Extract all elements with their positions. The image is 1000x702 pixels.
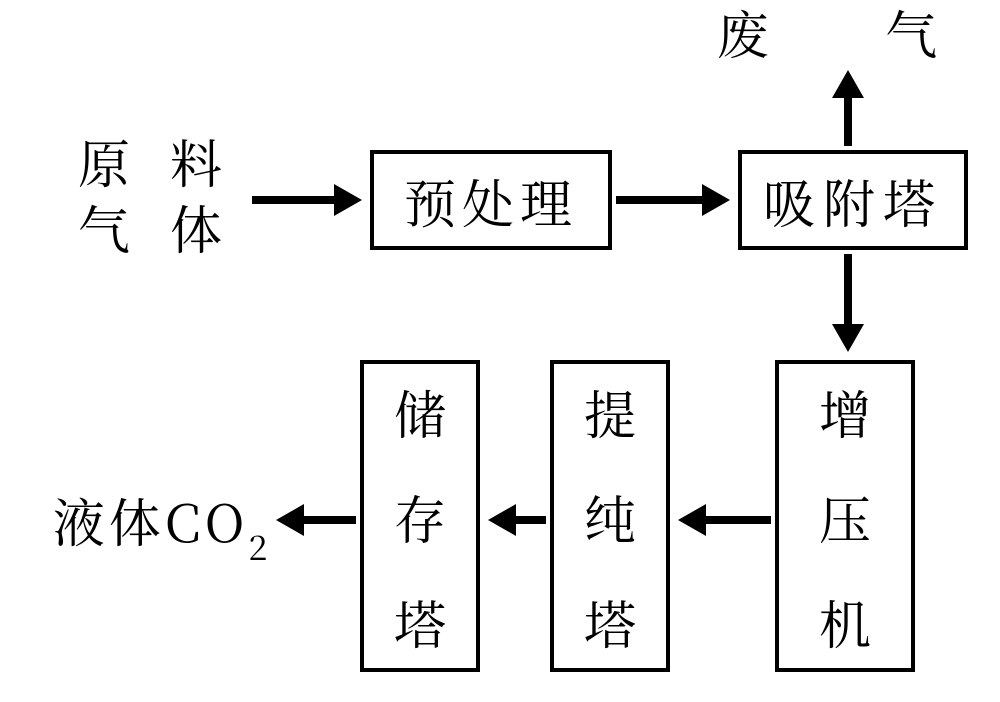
purification-tower-box: 提纯塔 [550, 360, 670, 672]
pretreatment-label: 预处理 [404, 163, 578, 238]
booster-box: 增压机 [775, 360, 915, 672]
waste-gas-label: 废 气 [712, 6, 972, 58]
process-flowchart: 原料气体 废 气 液体CO2 预处理 吸附塔 增压机 提纯塔 储存塔 [0, 0, 1000, 702]
adsorption-tower-label: 吸附塔 [763, 163, 943, 238]
adsorption-tower-box: 吸附塔 [738, 150, 968, 250]
feed-gas-label: 原料气体 [60, 135, 280, 253]
liquid-co2-label: 液体CO2 [25, 494, 295, 546]
purification-tower-label: 提纯塔 [584, 374, 636, 659]
booster-label: 增压机 [819, 374, 871, 659]
pretreatment-box: 预处理 [370, 150, 612, 250]
storage-tower-label: 储存塔 [394, 374, 446, 659]
storage-tower-box: 储存塔 [360, 360, 480, 672]
